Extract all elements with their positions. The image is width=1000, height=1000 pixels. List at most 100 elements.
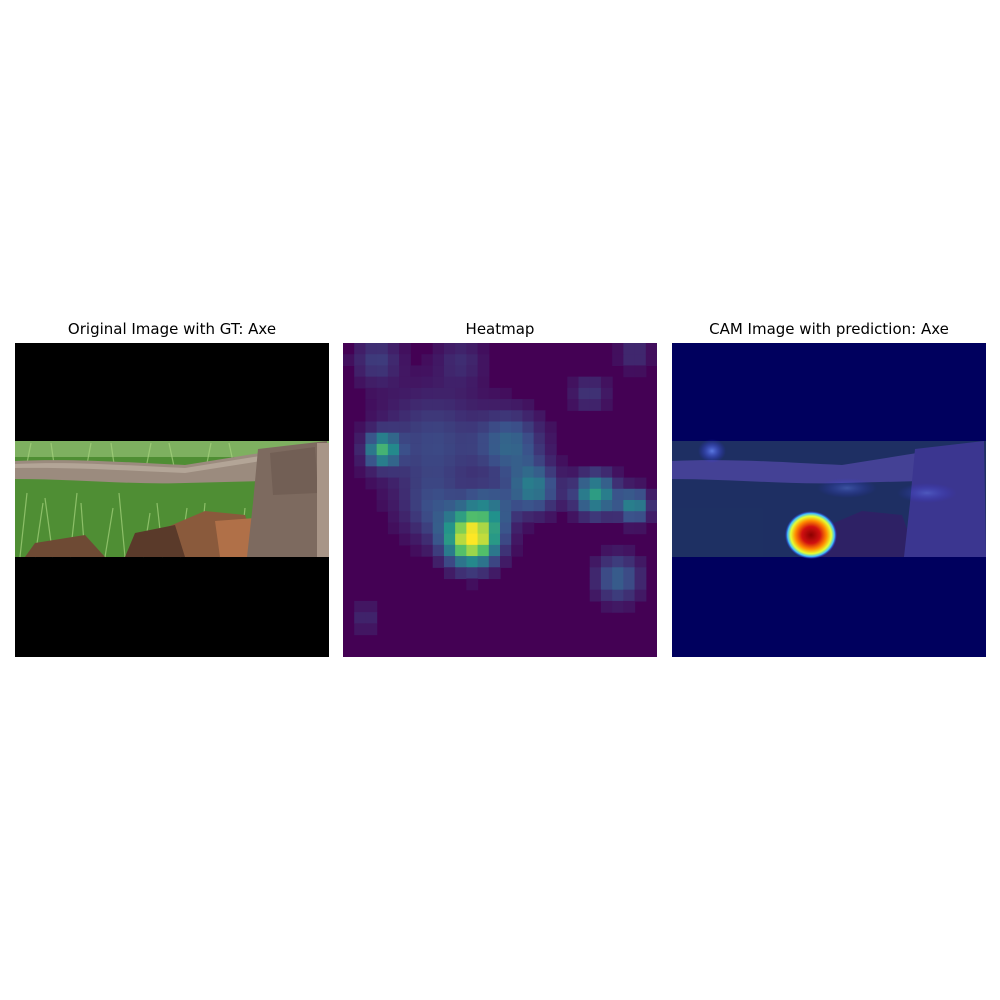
heatmap-cell bbox=[634, 488, 647, 501]
heatmap-cell bbox=[410, 387, 423, 400]
heatmap-cell bbox=[466, 488, 479, 501]
heatmap-cell bbox=[466, 466, 479, 479]
heatmap-cell bbox=[421, 432, 434, 445]
heatmap-cell bbox=[556, 477, 568, 490]
heatmap-cell bbox=[623, 354, 636, 367]
heatmap-cell bbox=[421, 387, 434, 400]
heatmap-cell bbox=[477, 477, 490, 490]
heatmap-cell bbox=[612, 466, 624, 479]
heatmap-cell bbox=[376, 410, 389, 423]
heatmap-cell bbox=[376, 387, 389, 400]
heatmap-cell bbox=[567, 466, 580, 479]
heatmap-cell bbox=[443, 455, 456, 467]
heatmap-cell bbox=[488, 455, 501, 467]
heatmap-cell bbox=[432, 455, 445, 467]
heatmap-cell bbox=[477, 432, 490, 445]
heatmap-cell bbox=[477, 365, 490, 378]
heatmap-cell bbox=[365, 477, 378, 490]
heatmap-cell bbox=[466, 443, 479, 456]
heatmap-cell bbox=[443, 500, 456, 512]
heatmap-cell bbox=[399, 455, 411, 467]
heatmap-cell bbox=[544, 421, 557, 434]
heatmap-cell bbox=[376, 376, 389, 389]
heatmap-cell bbox=[432, 410, 445, 423]
heatmap-cell bbox=[522, 399, 535, 411]
heatmap-cell bbox=[578, 488, 591, 501]
heatmap-cell bbox=[522, 466, 535, 479]
heatmap-cell bbox=[354, 600, 367, 613]
heatmap-cell bbox=[500, 443, 512, 456]
heatmap-cell bbox=[623, 365, 636, 378]
heatmap-cell bbox=[623, 589, 636, 602]
heatmap-cell bbox=[387, 376, 400, 389]
heatmap-cell bbox=[455, 511, 467, 524]
heatmap-cell bbox=[399, 399, 411, 411]
heatmap-cell bbox=[623, 556, 636, 568]
heatmap-cell bbox=[387, 466, 400, 479]
heatmap-cell bbox=[589, 578, 602, 591]
heatmap-cell bbox=[511, 488, 524, 501]
heatmap-cell bbox=[522, 455, 535, 467]
heatmap-cell bbox=[365, 354, 378, 367]
heatmap-cell bbox=[634, 589, 647, 602]
heatmap-cell bbox=[387, 421, 400, 434]
heatmap-cell bbox=[455, 466, 467, 479]
heatmap-cell bbox=[399, 488, 411, 501]
heatmap-cell bbox=[500, 544, 512, 557]
heatmap-cell bbox=[354, 365, 367, 378]
heatmap-cell bbox=[623, 567, 636, 580]
heatmap-cell bbox=[511, 533, 524, 546]
heatmap-cell bbox=[477, 511, 490, 524]
heatmap-cell bbox=[399, 354, 411, 367]
heatmap-cell bbox=[466, 455, 479, 467]
heatmap-cell bbox=[511, 399, 524, 411]
heatmap-cell bbox=[365, 623, 378, 636]
heatmap-cell bbox=[376, 477, 389, 490]
heatmap-cell bbox=[399, 522, 411, 535]
heatmap-cell bbox=[466, 544, 479, 557]
heatmap-cell bbox=[488, 432, 501, 445]
heatmap-cell bbox=[455, 410, 467, 423]
heatmap-cell bbox=[522, 477, 535, 490]
heatmap-cell bbox=[589, 466, 602, 479]
heatmap-cell bbox=[410, 421, 423, 434]
heatmap-cell bbox=[466, 578, 479, 591]
heatmap-cell bbox=[511, 410, 524, 423]
heatmap-cell bbox=[511, 544, 524, 557]
cam-image bbox=[672, 343, 986, 657]
heatmap-cell bbox=[421, 533, 434, 546]
heatmap-cell bbox=[421, 511, 434, 524]
heatmap-cell bbox=[387, 387, 400, 400]
heatmap-cell bbox=[387, 410, 400, 423]
heatmap-cell bbox=[544, 511, 557, 524]
heatmap-cell bbox=[477, 544, 490, 557]
heatmap-cell bbox=[477, 455, 490, 467]
heatmap-cell bbox=[421, 544, 434, 557]
heatmap-cell bbox=[410, 455, 423, 467]
heatmap-cell bbox=[354, 354, 367, 367]
heatmap-cell bbox=[432, 365, 445, 378]
heatmap-cell bbox=[578, 376, 591, 389]
heatmap-cell bbox=[466, 421, 479, 434]
heatmap-cell bbox=[399, 477, 411, 490]
heatmap-cell bbox=[410, 376, 423, 389]
heatmap-cell bbox=[488, 556, 501, 568]
heatmap-cell bbox=[466, 432, 479, 445]
heatmap-cell bbox=[500, 533, 512, 546]
heatmap-cell bbox=[466, 500, 479, 512]
heatmap-cell bbox=[522, 511, 535, 524]
heatmap-cell bbox=[477, 343, 490, 355]
heatmap-cell bbox=[612, 488, 624, 501]
heatmap-cell bbox=[421, 455, 434, 467]
heatmap-cell bbox=[443, 399, 456, 411]
heatmap-cell bbox=[589, 488, 602, 501]
heatmap-cell bbox=[600, 511, 613, 524]
panel-title-cam: CAM Image with prediction: Axe bbox=[709, 320, 949, 338]
heatmap-cell bbox=[578, 466, 591, 479]
heatmap-cell bbox=[376, 432, 389, 445]
heatmap-cell bbox=[410, 533, 423, 546]
heatmap-cell bbox=[354, 443, 367, 456]
heatmap-cell bbox=[623, 500, 636, 512]
heatmap-cell bbox=[477, 376, 490, 389]
heatmap-cell bbox=[623, 343, 636, 355]
